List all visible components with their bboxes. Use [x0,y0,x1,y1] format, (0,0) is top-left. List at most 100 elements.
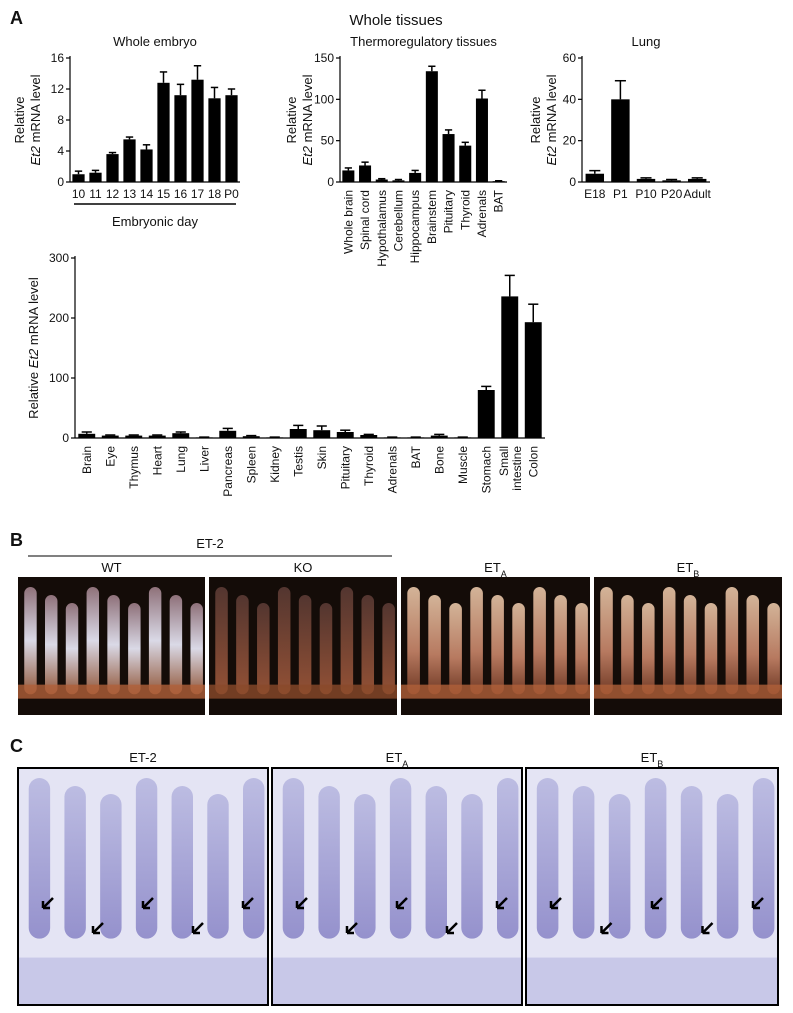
arrow [241,897,254,910]
label-main: WT [101,560,121,575]
villus [716,794,739,939]
y-axis-label: Relative [284,97,299,144]
x-tick-label: 11 [89,187,102,201]
x-tick-label: Adrenals [475,190,489,237]
y-tick-label: 100 [49,371,69,385]
bar [336,432,354,438]
bar [636,178,656,182]
bar [375,179,388,182]
y-label-part: Et2 [28,145,43,165]
x-tick-label: P0 [224,187,239,201]
x-tick-label: 13 [123,187,137,201]
arrow [295,897,308,910]
y-label-part: Relative [528,97,543,144]
arrow [191,922,204,935]
x-tick-label: Muscle [456,446,470,484]
label-main: ET [386,750,403,765]
figure-title: Whole tissues [349,12,442,29]
villus [28,778,51,939]
bar [407,437,425,438]
villus [236,595,249,695]
y-axis-label: Relative [528,97,543,144]
y-label-part: mRNA level [26,277,41,349]
x-tick-label: 16 [174,187,188,201]
bar [360,435,378,438]
crypt-band [209,684,397,699]
x-tick-label: Pituitary [442,190,456,233]
arrow [141,897,154,910]
group-label: ET-2 [196,536,223,551]
image-label: WT [101,560,121,575]
x-tick-label: BAT [492,189,506,212]
chart-title: Thermoregulatory tissues [350,34,497,49]
x-tick-label: Adult [684,187,712,201]
villus [407,587,420,695]
bar [125,435,143,438]
label-sub: B [693,569,699,579]
bar [289,429,307,438]
villus [190,603,203,695]
villus [491,595,504,695]
y-tick-label: 0 [327,175,334,189]
x-tick-label: Whole brain [341,190,355,254]
bar [611,99,630,182]
bar [172,433,190,438]
x-tick-label: 10 [72,187,86,201]
y-tick-label: 150 [314,51,334,65]
y-tick-label: 100 [314,92,334,106]
y-label-part: Et2 [544,145,559,165]
y-tick-label: 0 [569,175,576,189]
y-label-part: Et2 [26,348,41,372]
x-tick-label: P10 [635,187,657,201]
bar [148,435,166,438]
x-tick-label: 15 [157,187,171,201]
panel-label: A [10,8,23,28]
y-label-part: mRNA level [28,74,43,146]
x-axis-label: Embryonic day [112,214,198,229]
villus [533,587,546,695]
villus [600,587,613,695]
y-label-part: mRNA level [300,74,315,146]
y-axis-label: Et2 mRNA level [544,74,559,165]
villus [680,786,703,939]
villus [318,786,340,939]
x-tick-label: Kidney [268,446,282,483]
x-tick-label: Hippocampus [408,190,422,263]
arrow [549,897,562,910]
villus [243,778,265,939]
villus [340,587,354,695]
villus [319,603,333,695]
villus [128,603,141,695]
villus [45,595,58,695]
villus [746,595,760,695]
bar [157,82,170,182]
y-tick-label: 8 [57,113,64,127]
bar [72,174,85,182]
x-tick-label: Smallintestine [497,446,524,491]
x-tick-label: Skin [315,446,329,469]
bar [430,435,448,438]
image-label: ETB [641,750,664,769]
chart-title: Lung [632,34,661,49]
bar [140,149,153,182]
bar [501,296,519,438]
y-axis-label: Et2 mRNA level [28,74,43,165]
x-tick-label: Eye [103,446,117,467]
y-axis-label: Relative Et2 mRNA level [26,277,41,419]
crypt-band [594,684,782,699]
x-tick-label: Brainstem [425,190,439,244]
y-tick-label: 40 [563,92,577,106]
bar [409,172,422,182]
villus [425,786,447,939]
villus [497,778,519,939]
bar [454,437,472,438]
x-tick-label: Brain [80,446,94,474]
bar [208,98,221,182]
bar [106,154,119,182]
villus [683,595,697,695]
bar [342,170,355,182]
bar [392,180,405,182]
y-tick-label: 12 [51,82,65,96]
x-tick-label: Hypothalamus [375,190,389,267]
x-tick-label: Lung [174,446,188,473]
